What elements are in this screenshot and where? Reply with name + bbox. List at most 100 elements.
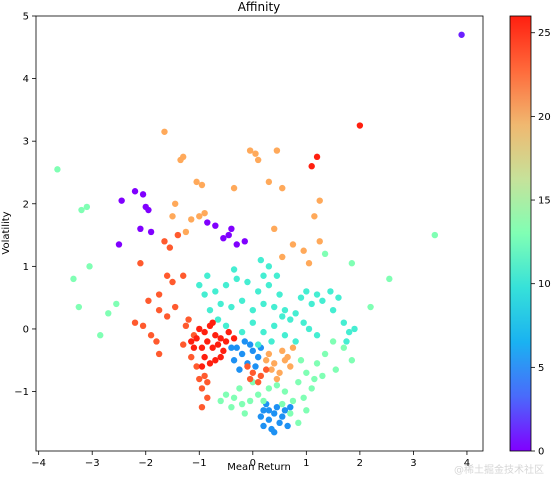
scatter-point (254, 156, 262, 164)
scatter-point (273, 272, 281, 279)
scatter-point (262, 366, 270, 373)
scatter-point (265, 263, 273, 270)
scatter-point (217, 335, 224, 342)
scatter-point (271, 225, 278, 233)
scatter-point (217, 300, 224, 308)
scatter-point (321, 250, 329, 258)
scatter-point (201, 209, 208, 217)
scatter-point (281, 332, 289, 339)
scatter-point (249, 369, 257, 376)
scatter-point (262, 357, 270, 364)
scatter-point (201, 372, 208, 380)
scatter-point (303, 407, 310, 414)
scatter-point (147, 228, 155, 236)
scatter-point (279, 184, 286, 192)
scatter-point (212, 357, 219, 364)
x-axis-label: Mean Return (227, 462, 291, 473)
scatter-point (313, 153, 321, 161)
scatter-point (297, 294, 305, 301)
scatter-point (230, 357, 238, 364)
y-tick-label: −1 (14, 387, 29, 398)
scatter-point (335, 294, 342, 301)
scatter-point (319, 297, 326, 304)
scatter-point (204, 378, 211, 386)
scatter-point (209, 344, 216, 351)
scatter-point (204, 272, 211, 279)
scatter-point (340, 319, 348, 326)
scatter-point (284, 422, 291, 430)
scatter-point (97, 332, 104, 339)
scatter-point (182, 228, 190, 236)
scatter-point (161, 238, 168, 245)
scatter-point (289, 344, 297, 351)
scatter-point (246, 397, 254, 405)
scatter-point (305, 325, 313, 333)
scatter-point (289, 241, 297, 248)
watermark: @稀土掘金技术社区 (454, 465, 544, 476)
scatter-point (212, 288, 219, 295)
scatter-point (271, 303, 278, 311)
scatter-point (276, 369, 283, 376)
scatter-point (225, 328, 232, 336)
scatter-point (212, 332, 219, 339)
scatter-point (241, 238, 248, 245)
scatter-point (316, 238, 323, 245)
scatter-point (257, 372, 265, 380)
y-axis-label: Volatility (1, 211, 12, 254)
scatter-point (54, 166, 61, 173)
scatter-point (163, 313, 171, 320)
scatter-point (303, 369, 310, 376)
scatter-point (260, 328, 267, 336)
scatter-point (131, 188, 139, 195)
scatter-point (222, 391, 230, 398)
x-tick-label: −4 (31, 458, 46, 469)
colorbar-tick-label: 25 (538, 28, 551, 39)
scatter-point (174, 231, 182, 239)
scatter-point (193, 178, 200, 186)
scatter-point (228, 344, 235, 351)
scatter-point (198, 344, 206, 351)
scatter-point (308, 385, 315, 392)
scatter-point (201, 328, 208, 336)
scatter-point (329, 338, 337, 345)
scatter-point (222, 281, 230, 289)
scatter-point (289, 397, 297, 405)
scatter-point (265, 281, 273, 289)
scatter-point (230, 266, 238, 273)
scatter-point (147, 332, 155, 339)
colorbar-tick-label: 5 (538, 363, 544, 374)
scatter-point (241, 410, 248, 417)
scatter-point (105, 310, 112, 317)
scatter-point (260, 272, 267, 279)
scatter-point (319, 372, 326, 380)
scatter-point (220, 234, 227, 242)
scatter-point (295, 419, 302, 427)
scatter-point (188, 216, 195, 223)
y-tick-label: 2 (23, 199, 29, 210)
scatter-point (305, 260, 313, 267)
scatter-point (86, 263, 93, 270)
scatter-point (273, 403, 281, 411)
scatter-point (257, 413, 265, 420)
scatter-point (273, 382, 281, 389)
scatter-point (196, 325, 203, 333)
scatter-point (265, 385, 273, 392)
scatter-point (201, 353, 208, 361)
scatter-point (271, 360, 278, 367)
colorbar (509, 15, 532, 452)
scatter-point (265, 416, 273, 423)
scatter-point (196, 213, 203, 220)
scatter-point (206, 306, 214, 314)
scatter-point (321, 350, 329, 358)
scatter-point (198, 403, 206, 411)
scatter-point (155, 291, 163, 298)
scatter-point (279, 347, 286, 355)
scatter-point (193, 335, 200, 342)
scatter-point (287, 316, 294, 323)
scatter-point (276, 291, 283, 298)
scatter-point (198, 385, 206, 392)
scatter-point (311, 213, 318, 220)
scatter-point (233, 241, 240, 248)
scatter-points (54, 31, 465, 436)
scatter-point (201, 291, 208, 298)
